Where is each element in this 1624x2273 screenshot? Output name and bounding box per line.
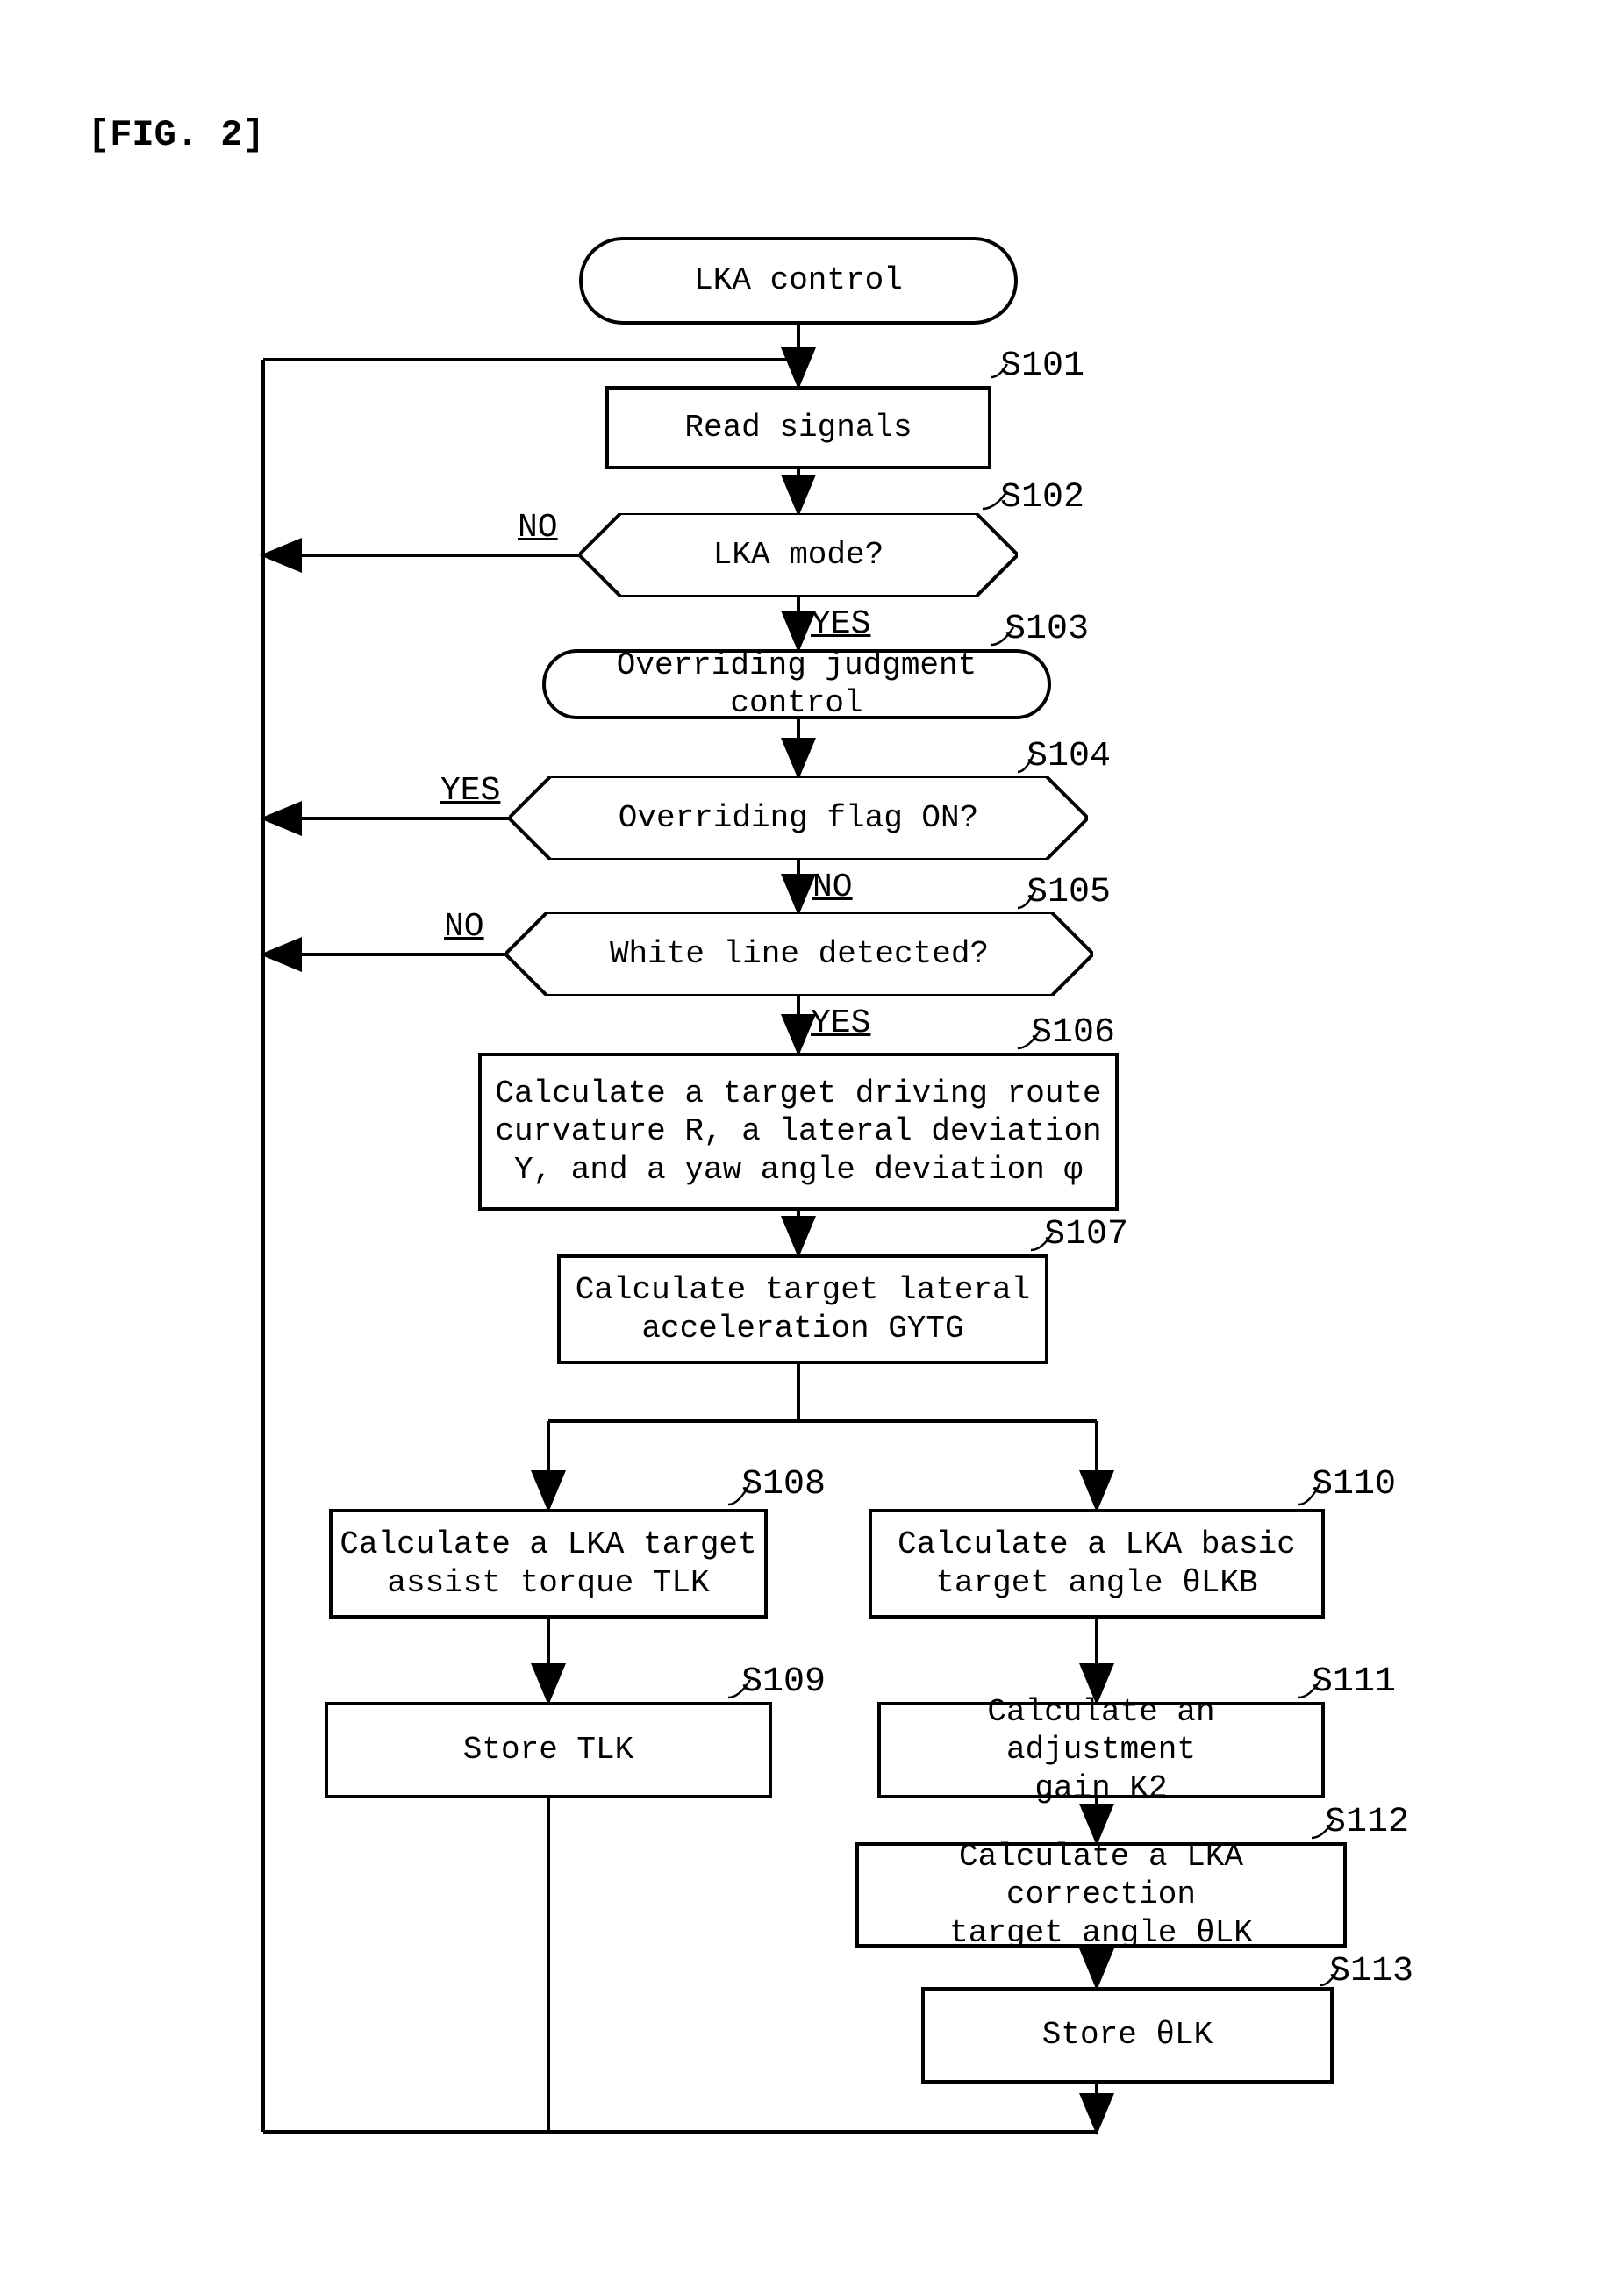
node-text-s105: White line detected? — [603, 932, 996, 976]
node-text-s113: Store θLK — [1035, 2012, 1220, 2057]
edge-label-3: NO — [812, 868, 853, 906]
step-label-s107: S107 — [1044, 1215, 1128, 1254]
node-text-s108: Calculate a LKA target assist torque TLK — [333, 1522, 763, 1605]
node-text-s104: Overriding flag ON? — [612, 796, 985, 840]
node-s109: Store TLK — [325, 1702, 772, 1798]
step-label-s101: S101 — [1000, 347, 1084, 386]
edge-label-2: YES — [440, 772, 500, 810]
node-s107: Calculate target lateral acceleration GY… — [557, 1254, 1048, 1364]
node-text-s112: Calculate a LKA correction target angle … — [859, 1834, 1343, 1955]
node-text-s107: Calculate target lateral acceleration GY… — [569, 1268, 1037, 1350]
node-text-s103: Overriding judgment control — [546, 643, 1048, 726]
step-label-s111: S111 — [1312, 1662, 1396, 1702]
step-label-s106: S106 — [1031, 1013, 1115, 1053]
node-s102: LKA mode? — [579, 513, 1018, 597]
edge-label-4: NO — [444, 908, 484, 946]
edge-label-5: YES — [811, 1004, 870, 1042]
node-text-s101: Read signals — [677, 405, 919, 450]
node-s106: Calculate a target driving route curvatu… — [478, 1053, 1119, 1211]
edge-label-1: YES — [811, 605, 870, 643]
node-text-s111: Calculate an adjustment gain K2 — [881, 1690, 1321, 1811]
node-s111: Calculate an adjustment gain K2 — [877, 1702, 1325, 1798]
node-s101: Read signals — [605, 386, 991, 469]
step-label-s102: S102 — [1000, 478, 1084, 518]
node-s110: Calculate a LKA basic target angle θLKB — [869, 1509, 1325, 1619]
node-text-s102: LKA mode? — [706, 533, 891, 577]
figure-label: [FIG. 2] — [88, 114, 265, 156]
step-label-s103: S103 — [1005, 610, 1089, 649]
node-text-start: LKA control — [687, 258, 910, 303]
node-s105: White line detected? — [505, 912, 1093, 996]
step-label-s109: S109 — [741, 1662, 826, 1702]
step-label-s112: S112 — [1325, 1803, 1409, 1842]
node-s112: Calculate a LKA correction target angle … — [855, 1842, 1347, 1948]
node-start: LKA control — [579, 237, 1018, 325]
step-label-s113: S113 — [1329, 1952, 1413, 1991]
step-label-s108: S108 — [741, 1465, 826, 1505]
step-label-s104: S104 — [1027, 737, 1111, 776]
node-s103: Overriding judgment control — [542, 649, 1051, 719]
step-label-s105: S105 — [1027, 873, 1111, 912]
node-text-s106: Calculate a target driving route curvatu… — [488, 1071, 1108, 1192]
node-text-s109: Store TLK — [456, 1727, 640, 1772]
node-s104: Overriding flag ON? — [509, 776, 1088, 860]
edge-label-0: NO — [518, 509, 558, 547]
node-s108: Calculate a LKA target assist torque TLK — [329, 1509, 768, 1619]
node-s113: Store θLK — [921, 1987, 1334, 2084]
step-label-s110: S110 — [1312, 1465, 1396, 1505]
node-text-s110: Calculate a LKA basic target angle θLKB — [891, 1522, 1303, 1605]
